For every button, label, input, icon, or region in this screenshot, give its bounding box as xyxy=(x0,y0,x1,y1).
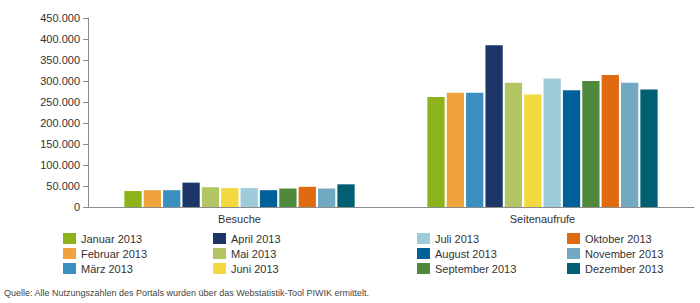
svg-text:Januar 2013: Januar 2013 xyxy=(81,233,142,245)
svg-text:400.000: 400.000 xyxy=(40,33,80,45)
svg-text:200.000: 200.000 xyxy=(40,117,80,129)
svg-text:Juli 2013: Juli 2013 xyxy=(435,233,479,245)
svg-text:0: 0 xyxy=(74,201,80,213)
svg-text:Mai 2013: Mai 2013 xyxy=(231,248,276,260)
svg-text:März 2013: März 2013 xyxy=(81,263,133,275)
svg-text:Februar 2013: Februar 2013 xyxy=(81,248,147,260)
svg-text:Seitenaufrufe: Seitenaufrufe xyxy=(510,213,575,225)
svg-text:Juni 2013: Juni 2013 xyxy=(231,263,279,275)
svg-text:50.000: 50.000 xyxy=(46,180,80,192)
svg-text:Dezember 2013: Dezember 2013 xyxy=(585,263,663,275)
svg-text:450.000: 450.000 xyxy=(40,12,80,24)
svg-text:April 2013: April 2013 xyxy=(231,233,281,245)
svg-text:September 2013: September 2013 xyxy=(435,263,516,275)
svg-text:150.000: 150.000 xyxy=(40,138,80,150)
svg-text:250.000: 250.000 xyxy=(40,96,80,108)
svg-text:November 2013: November 2013 xyxy=(585,248,663,260)
svg-text:300.000: 300.000 xyxy=(40,75,80,87)
svg-text:Oktober 2013: Oktober 2013 xyxy=(585,233,652,245)
svg-text:August 2013: August 2013 xyxy=(435,248,497,260)
svg-text:350.000: 350.000 xyxy=(40,54,80,66)
svg-text:100.000: 100.000 xyxy=(40,159,80,171)
svg-text:Besuche: Besuche xyxy=(218,213,261,225)
svg-text:Quelle: Alle Nutzungszahlen de: Quelle: Alle Nutzungszahlen des Portals … xyxy=(4,288,369,298)
